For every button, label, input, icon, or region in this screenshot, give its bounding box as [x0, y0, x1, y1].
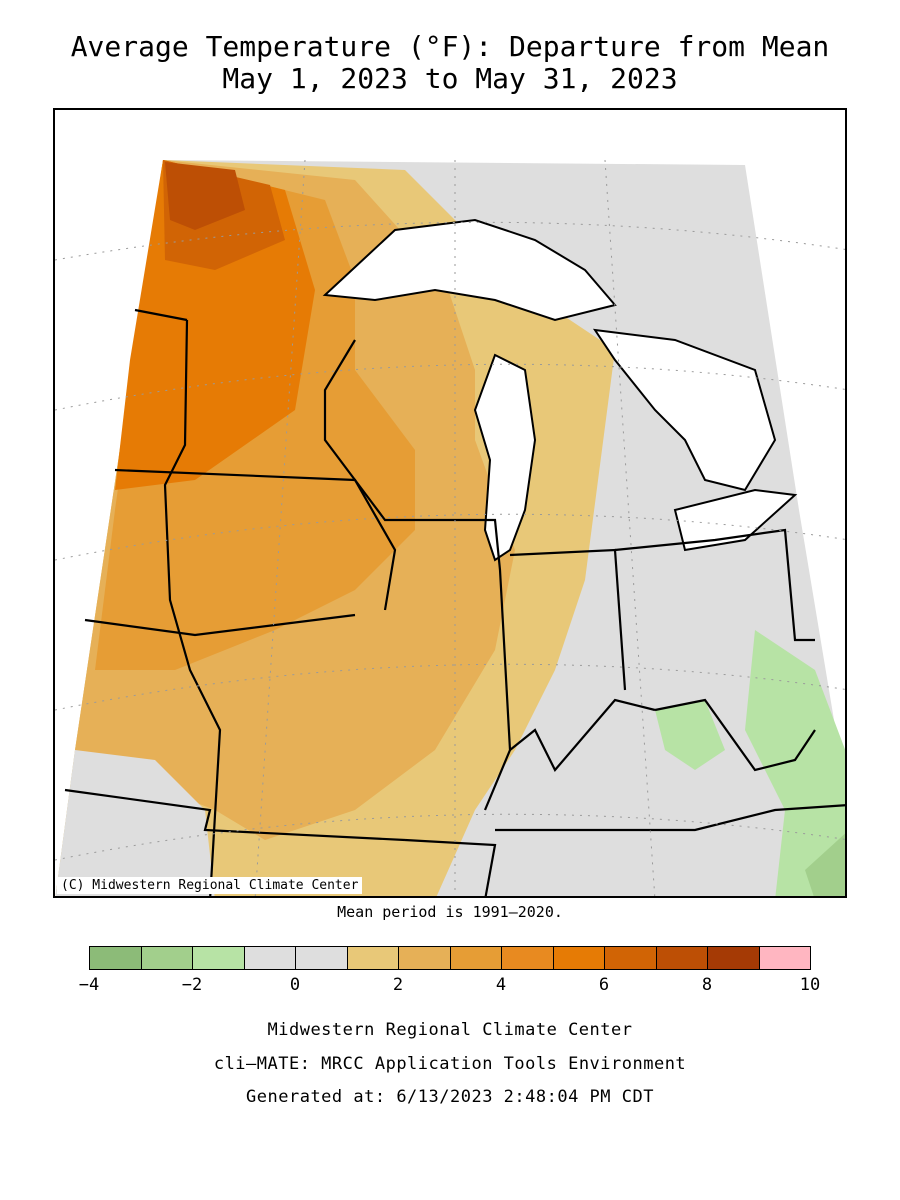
temperature-departure-map: (C) Midwestern Regional Climate Center — [53, 108, 847, 898]
mean-period-note: Mean period is 1991–2020. — [337, 903, 563, 921]
legend-swatch — [193, 947, 245, 969]
map-title: Average Temperature (°F): Departure from… — [70, 30, 830, 63]
footer-generated-timestamp: Generated at: 6/13/2023 2:48:04 PM CDT — [246, 1087, 654, 1107]
map-canvas — [55, 159, 845, 896]
graticule — [55, 159, 845, 896]
legend-swatch — [708, 947, 760, 969]
legend-swatch — [399, 947, 451, 969]
legend-swatch — [450, 947, 502, 969]
legend-tick-label: 10 — [799, 975, 821, 995]
legend-tick-label: −4 — [78, 975, 100, 995]
legend-swatch — [656, 947, 708, 969]
legend-swatch — [605, 947, 657, 969]
legend-swatch — [296, 947, 348, 969]
footer-tool-name: cli–MATE: MRCC Application Tools Environ… — [213, 1054, 687, 1074]
map-credit: (C) Midwestern Regional Climate Center — [57, 877, 363, 894]
legend-tick-label: 6 — [598, 975, 610, 995]
footer-organization: Midwestern Regional Climate Center — [267, 1020, 633, 1040]
legend-tick-label: −2 — [181, 975, 203, 995]
legend-swatch — [553, 947, 605, 969]
state-boundaries — [64, 308, 845, 896]
legend-tick-label: 4 — [495, 975, 507, 995]
color-scale-legend — [89, 946, 811, 970]
map-subtitle-date-range: May 1, 2023 to May 31, 2023 — [222, 62, 678, 95]
legend-tick-label: 0 — [289, 975, 301, 995]
legend-swatch — [244, 947, 296, 969]
legend-swatch — [90, 947, 142, 969]
legend-tick-label: 2 — [392, 975, 404, 995]
legend-swatch — [502, 947, 554, 969]
legend-tick-label: 8 — [701, 975, 713, 995]
legend-swatch — [347, 947, 399, 969]
legend-swatch — [141, 947, 193, 969]
legend-swatch — [759, 947, 810, 969]
